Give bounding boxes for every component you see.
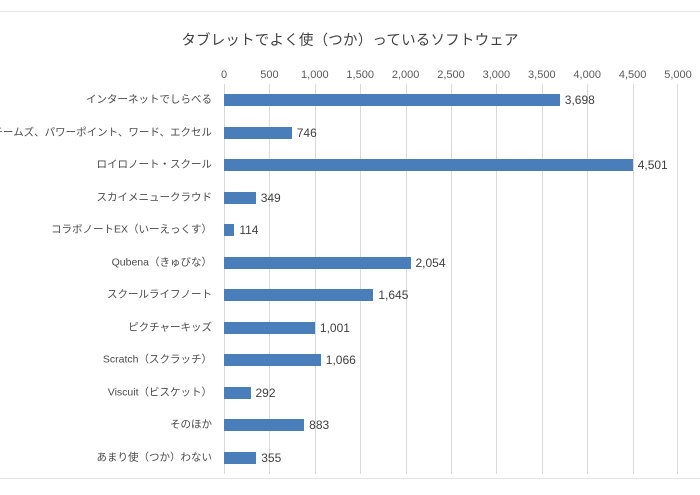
x-axis-tick: 1,500 [346,69,374,81]
bar-value-label: 883 [309,418,330,433]
gridline [314,84,316,474]
bar-value-label: 355 [261,450,282,465]
bar-value-label: 4,501 [637,158,668,173]
gridline [496,84,498,474]
category-label: チームズ、パワーポイント、ワード、エクセル [0,126,212,139]
category-label: Qubena（きゅびな） [111,256,212,269]
x-axis-tick: 3,000 [482,69,511,81]
gridline [360,84,362,474]
bar-value-label: 746 [296,125,317,140]
bar[interactable] [224,386,251,399]
bar[interactable] [224,191,256,204]
category-label: スカイメニュークラウド [96,191,213,204]
category-axis-labels: インターネットでしらべるチームズ、パワーポイント、ワード、エクセルロイロノート・… [0,84,218,474]
x-axis-tick-labels: 0 500 1,000 1,500 2,000 2,500 3,000 3,500 4,000 4… [220,68,692,84]
bar[interactable] [224,451,257,464]
x-axis-tick: 4,500 [618,69,647,81]
bar[interactable] [224,159,633,172]
category-label: コラボノートEX（いーえっくす） [50,223,212,236]
bar-value-label: 114 [239,223,259,238]
bar[interactable] [224,256,411,269]
x-axis-tick: 500 [260,69,279,81]
category-label: そのほか [170,418,212,431]
plot-area: 3,698 746 4,501 349 114 2,054 1,645 1,001 1,066 2… [224,84,678,474]
bar[interactable] [224,354,321,367]
gridline [587,84,589,474]
bar-value-label: 1,645 [378,288,409,303]
gridline [632,84,634,474]
gridline [405,84,407,474]
gridline [677,84,678,474]
bar[interactable] [224,94,560,107]
bar-value-label: 3,698 [564,93,595,108]
category-label: インターネットでしらべる [86,93,212,106]
bar[interactable] [224,289,374,302]
category-label: ピクチャーキッズ [128,321,212,334]
x-axis-tick: 3,500 [528,69,556,81]
bar-value-label: 292 [255,385,276,400]
x-axis-tick: 2,500 [437,69,465,81]
x-axis-tick: 4,000 [573,69,601,81]
bar[interactable] [224,126,292,139]
gridline [224,84,225,474]
bar-value-label: 1,001 [319,320,350,335]
category-label: ロイロノート・スクール [96,158,213,171]
x-axis-tick: 5,000 [664,69,692,81]
bar-value-label: 2,054 [415,255,446,270]
bar[interactable] [224,224,235,237]
x-axis-tick: 1,000 [301,69,329,81]
chart-frame: タブレットでよく使（つか）っているソフトウェア 0 500 1,000 1,500 2,… [0,11,700,479]
x-axis-tick: 2,000 [391,69,420,81]
category-label: Viscuit（ビスケット） [107,386,212,399]
chart-title: タブレットでよく使（つか）っているソフトウェア [181,33,519,49]
category-label: スクールライフノート [107,288,212,301]
gridline [541,84,543,474]
bar[interactable] [224,419,305,432]
bar[interactable] [224,321,315,334]
bar-value-label: 349 [260,190,281,205]
bar-value-label: 1,066 [325,353,356,368]
gridline [269,84,271,474]
x-axis-tick: 0 [220,69,228,81]
category-label: あまり使（つか）わない [96,451,213,464]
category-label: Scratch（スクラッチ） [102,353,212,366]
gridline [451,84,452,474]
